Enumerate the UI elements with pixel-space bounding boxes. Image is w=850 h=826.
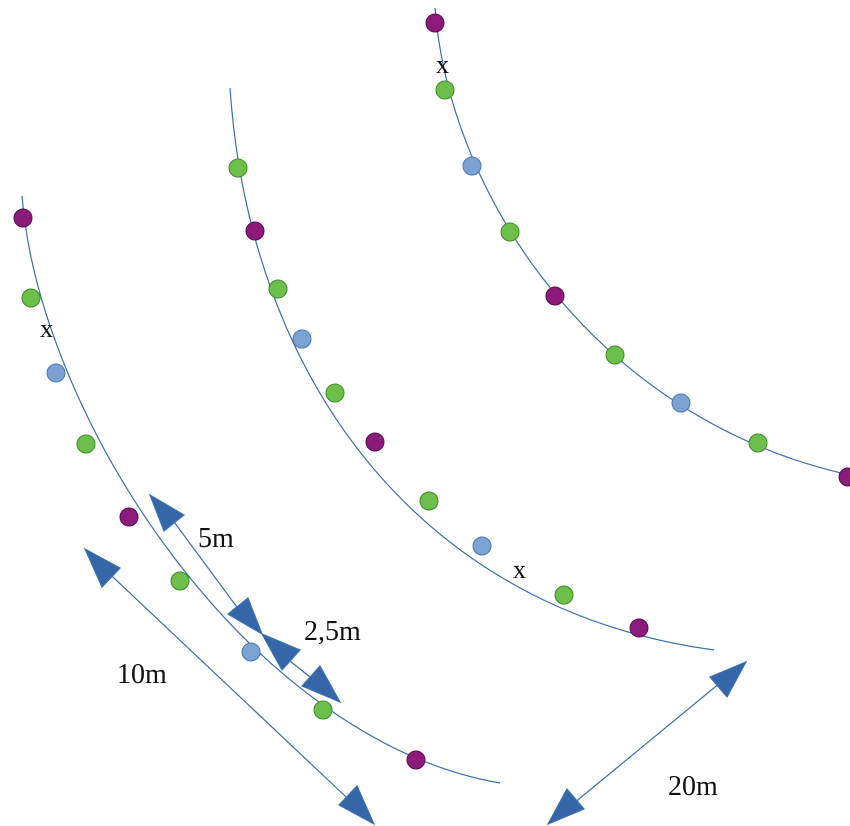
row-middle-dot-10 bbox=[629, 618, 649, 638]
row-left-dot-7 bbox=[241, 642, 261, 662]
label-20m: 20m bbox=[668, 771, 718, 802]
arrow-10m bbox=[83, 547, 376, 826]
row-left-dot-4 bbox=[76, 434, 96, 454]
row-right-dot-5 bbox=[545, 286, 565, 306]
row-middle-dot-9 bbox=[554, 585, 574, 605]
row-curve-middle bbox=[229, 87, 715, 651]
arrow-5m bbox=[148, 493, 264, 636]
row-middle-dot-5 bbox=[325, 383, 345, 403]
row-dots-middle bbox=[228, 158, 649, 638]
row-right-dot-6 bbox=[605, 345, 625, 365]
label-5m: 5m bbox=[198, 523, 234, 554]
row-right-dot-9 bbox=[838, 467, 850, 487]
row-curve-right bbox=[434, 7, 850, 476]
row-dots-right bbox=[425, 13, 850, 487]
row-middle-dot-4 bbox=[292, 329, 312, 349]
row-middle-dot-7 bbox=[419, 491, 439, 511]
row-middle-dot-6 bbox=[365, 432, 385, 452]
row-left-dot-9 bbox=[406, 750, 426, 770]
row-middle-dot-1 bbox=[228, 158, 248, 178]
row-right-dot-8 bbox=[748, 433, 768, 453]
row-right-dot-4 bbox=[500, 222, 520, 242]
row-left-dot-8 bbox=[313, 700, 333, 720]
label-10m: 10m bbox=[117, 659, 167, 690]
marker-x-right: x bbox=[436, 50, 449, 79]
row-curve-left bbox=[21, 195, 501, 784]
row-right-dot-2 bbox=[435, 80, 455, 100]
row-right-dot-7 bbox=[671, 393, 691, 413]
row-left-dot-1 bbox=[13, 208, 33, 228]
row-left-dot-2 bbox=[21, 288, 41, 308]
row-right-dot-1 bbox=[425, 13, 445, 33]
row-middle-dot-2 bbox=[245, 221, 265, 241]
marker-x-left: x bbox=[40, 314, 53, 343]
row-middle-dot-8 bbox=[472, 536, 492, 556]
row-middle-dot-3 bbox=[268, 279, 288, 299]
row-left-dot-3 bbox=[46, 363, 66, 383]
marker-x-middle: x bbox=[513, 555, 526, 584]
row-dots-left bbox=[13, 208, 426, 770]
arrow-2-5m bbox=[260, 632, 342, 704]
row-left-dot-6 bbox=[170, 571, 190, 591]
label-2-5m: 2,5m bbox=[304, 616, 361, 647]
arrow-20m bbox=[546, 660, 748, 826]
row-right-dot-3 bbox=[462, 156, 482, 176]
row-left-dot-5 bbox=[119, 507, 139, 527]
